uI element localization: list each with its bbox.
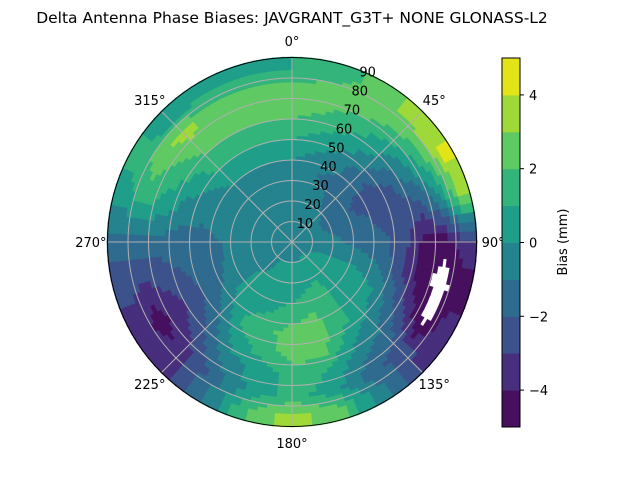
contour-fill: [106, 56, 478, 428]
chart-title: Delta Antenna Phase Biases: JAVGRANT_G3T…: [36, 9, 548, 28]
